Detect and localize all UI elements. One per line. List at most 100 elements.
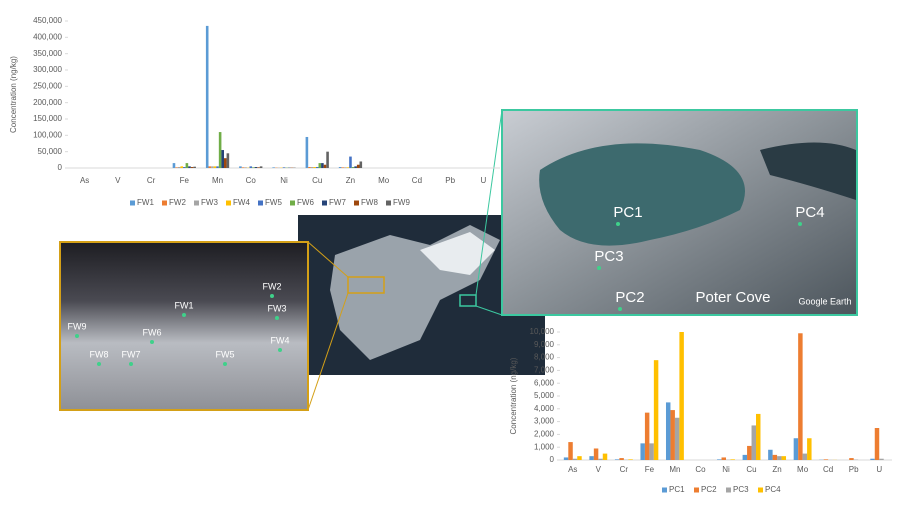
bar: [577, 456, 582, 460]
bar: [259, 166, 263, 168]
legend-swatch: [694, 487, 699, 493]
x-tick-label: Cd: [823, 465, 833, 474]
bar: [653, 360, 659, 460]
bar: [874, 428, 880, 460]
bar: [226, 153, 230, 168]
site-marker: [270, 294, 274, 298]
bar: [619, 458, 624, 460]
x-tick-label: Cd: [412, 176, 422, 185]
legend-label: FW8: [361, 198, 378, 207]
bar: [175, 167, 178, 168]
legend-swatch: [130, 200, 135, 206]
bar: [313, 167, 316, 168]
bar: [674, 417, 680, 460]
legend-label: FW6: [297, 198, 314, 207]
y-tick-label: 250,000: [33, 81, 62, 90]
bar: [849, 458, 854, 460]
bar: [180, 166, 184, 168]
bar: [356, 164, 360, 168]
site-label: FW2: [263, 281, 282, 291]
legend-swatch: [386, 200, 391, 206]
y-tick-label: 0: [58, 163, 63, 172]
x-tick-label: Cr: [147, 176, 156, 185]
site-marker: [182, 313, 186, 317]
site-marker: [150, 340, 154, 344]
water: [760, 142, 856, 200]
x-tick-label: U: [876, 465, 882, 474]
photo-fw: [59, 241, 309, 411]
bar: [670, 410, 675, 460]
connector: [475, 305, 503, 316]
bar: [188, 166, 191, 168]
bar: [185, 163, 189, 168]
legend-label: FW1: [137, 198, 154, 207]
bar: [649, 443, 654, 460]
bar: [359, 161, 363, 168]
legend-label: PC2: [701, 485, 717, 494]
legend-swatch: [258, 200, 263, 206]
bar: [183, 167, 186, 168]
site-marker: [97, 362, 101, 366]
bar: [777, 456, 782, 460]
zoom-box: [459, 294, 477, 307]
legend-label: FW9: [393, 198, 410, 207]
y-tick-label: 2,000: [534, 430, 555, 439]
legend-swatch: [758, 487, 763, 493]
bar: [798, 333, 803, 460]
bar: [772, 454, 778, 460]
legend-label: FW5: [265, 198, 282, 207]
x-tick-label: Co: [246, 176, 257, 185]
bar: [870, 458, 875, 460]
x-tick-label: Fe: [180, 176, 190, 185]
site-marker: [616, 222, 620, 226]
x-tick-label: Zn: [346, 176, 355, 185]
bar: [644, 412, 650, 460]
site-marker: [75, 334, 79, 338]
legend-swatch: [322, 200, 327, 206]
bar: [172, 163, 176, 168]
bar: [190, 167, 194, 168]
bar: [602, 453, 608, 460]
bar: [252, 167, 255, 168]
bar: [177, 167, 181, 168]
bar: [879, 458, 884, 460]
x-tick-label: Fe: [645, 465, 655, 474]
y-tick-label: 10,000: [530, 327, 555, 336]
bar: [572, 458, 578, 460]
bar: [589, 456, 594, 460]
place-label: Poter Cove: [695, 289, 770, 306]
x-tick-label: Cu: [746, 465, 756, 474]
legend-swatch: [290, 200, 295, 206]
legend-swatch: [194, 200, 199, 206]
x-tick-label: Mn: [669, 465, 680, 474]
bar: [768, 449, 773, 460]
site-label: FW7: [122, 349, 141, 359]
x-tick-label: Mo: [797, 465, 809, 474]
x-tick-label: Mn: [212, 176, 223, 185]
bar: [756, 413, 761, 460]
site-label: PC1: [613, 204, 642, 221]
site-label: PC4: [795, 204, 824, 221]
y-tick-label: 200,000: [33, 98, 62, 107]
connector: [475, 109, 503, 296]
site-marker: [597, 266, 601, 270]
x-tick-label: Cr: [620, 465, 629, 474]
bar: [640, 443, 645, 460]
bar: [205, 25, 209, 169]
y-tick-label: 4,000: [534, 404, 555, 413]
y-tick-label: 0: [550, 455, 555, 464]
bar: [802, 453, 808, 460]
legend-label: PC4: [765, 485, 781, 494]
site-label: PC3: [594, 248, 623, 265]
site-label: FW8: [90, 349, 109, 359]
bar: [218, 132, 222, 168]
bar: [598, 458, 603, 460]
bar: [239, 166, 242, 168]
bar: [721, 457, 726, 460]
bar: [193, 166, 196, 168]
bar: [679, 332, 684, 460]
y-tick-label: 8,000: [534, 353, 555, 362]
x-tick-label: Pb: [445, 176, 455, 185]
bar: [351, 167, 355, 168]
